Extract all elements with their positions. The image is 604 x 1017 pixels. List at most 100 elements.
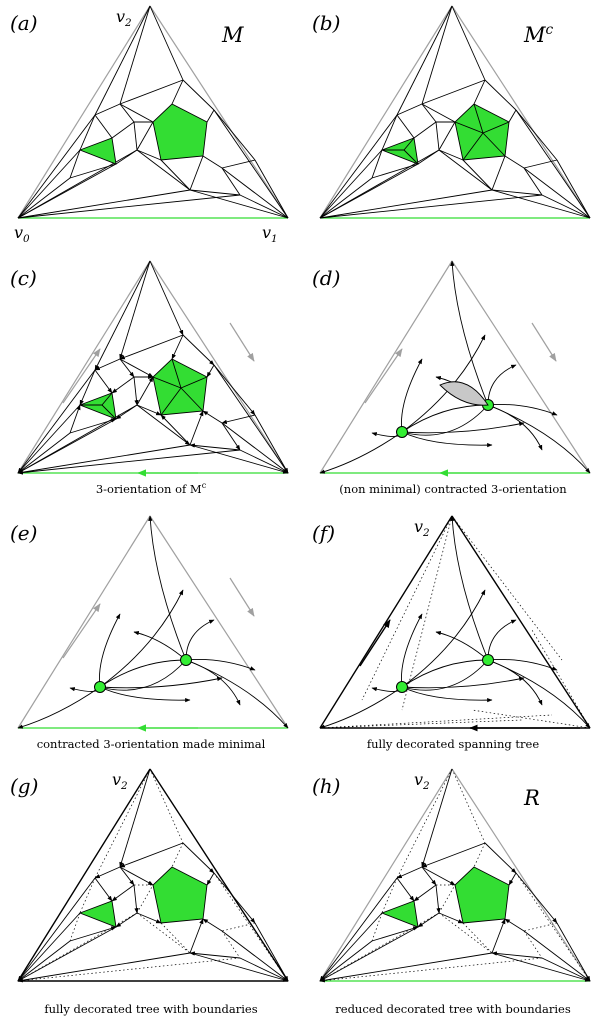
inner-edge: [319, 957, 543, 982]
inner-edge: [491, 952, 591, 982]
panel-tag: (g): [10, 774, 38, 798]
panel-e: (e) contracted 3-orientation made minimal: [10, 515, 289, 751]
inner-edge: [421, 5, 453, 105]
pentagon-spoke: [180, 387, 204, 412]
panel-h: (h) Rv2 reduced decorated tree with bounda…: [312, 768, 591, 1016]
inner-edge: [381, 114, 398, 151]
gray-arrow-left: [364, 348, 403, 404]
panel-caption: fully decorated tree with boundaries: [44, 1002, 257, 1016]
inner-edge: [160, 414, 191, 446]
inner-edge: [462, 159, 493, 191]
inner-edge: [523, 167, 543, 196]
inner-edge: [94, 114, 113, 139]
panel-tag: (f): [312, 521, 335, 545]
inner-edge: [149, 768, 184, 844]
pentagon-spoke: [180, 376, 208, 389]
inner-edge: [189, 410, 204, 446]
inner-edge: [17, 149, 81, 219]
inner-edge: [189, 951, 241, 959]
vertex-label-top: v2: [414, 770, 430, 792]
contracted-edge: [99, 613, 121, 688]
contracted-edge: [401, 358, 423, 433]
contracted-edge: [401, 676, 525, 689]
contracted-edge: [487, 404, 558, 416]
gray-arrow-right: [531, 322, 557, 362]
inner-edge: [171, 842, 184, 868]
contracted-edge: [401, 659, 489, 691]
inner-edge: [523, 930, 591, 982]
inner-edge: [239, 957, 289, 982]
panel-a: (a) Mv2 v0 v1: [10, 5, 289, 245]
pentagon-spoke: [462, 132, 484, 161]
contracted-edge: [319, 686, 403, 729]
panel-title: M: [221, 23, 244, 47]
inner-edge: [417, 912, 440, 928]
contracted-edge: [487, 659, 543, 706]
dotted-edge: [319, 719, 523, 729]
inner-edge: [119, 768, 151, 868]
inner-edge: [136, 149, 191, 191]
inner-edge: [396, 103, 423, 116]
inner-edge: [202, 410, 223, 424]
panel-caption: 3-orientation of Mc: [96, 481, 207, 496]
contracted-edge: [435, 630, 489, 661]
outer-edge-right: [149, 260, 289, 474]
inner-edge: [119, 358, 135, 378]
inner-edge: [319, 177, 373, 219]
contracted-edge: [401, 613, 423, 688]
inner-edge: [136, 376, 154, 406]
gray-arrow-left: [62, 603, 101, 659]
dotted-edge: [361, 515, 453, 701]
inner-edge: [119, 5, 151, 105]
contracted-edge: [487, 659, 558, 671]
inner-edge: [319, 194, 543, 219]
inner-edge: [491, 189, 543, 196]
contracted-edge: [185, 659, 289, 729]
inner-edge: [523, 167, 591, 219]
inner-edge: [473, 842, 486, 868]
panel-tag: (e): [10, 521, 37, 545]
inner-edge: [254, 414, 289, 474]
outer-edge-left: [17, 768, 151, 982]
inner-edge: [221, 167, 289, 219]
inner-edge: [221, 414, 256, 424]
contracted-edge: [99, 686, 191, 703]
inner-edge: [206, 364, 215, 378]
inner-edge: [319, 114, 398, 219]
inner-edge: [504, 918, 525, 932]
contracted-edge: [99, 589, 184, 688]
inner-edge: [133, 121, 138, 151]
outer-edge-right: [149, 768, 289, 982]
inner-edge: [541, 957, 591, 982]
inner-edge: [396, 768, 453, 879]
inner-edge: [119, 358, 154, 378]
contracted-vertex: [396, 426, 408, 438]
outer-edge-right: [451, 260, 591, 474]
inner-edge: [149, 260, 184, 336]
inner-edge: [221, 167, 241, 196]
panel-d: (d) (non minimal) contracted 3-orientatio…: [312, 260, 591, 496]
contracted-edge: [185, 659, 241, 706]
inner-edge: [119, 866, 135, 886]
inner-edge: [189, 952, 289, 982]
inner-edge: [189, 189, 289, 219]
outer-edge-right: [149, 515, 289, 729]
vertex-label-top: v2: [414, 517, 430, 539]
dotted-edge: [471, 709, 591, 729]
contracted-edge: [487, 619, 517, 661]
contracted-edge: [487, 404, 543, 451]
inner-edge: [119, 866, 154, 886]
inner-edge: [421, 768, 453, 868]
inner-edge: [221, 422, 289, 474]
inner-edge: [396, 114, 415, 139]
contracted-edge: [99, 676, 223, 689]
contracted-edge: [319, 431, 403, 474]
inner-edge: [182, 842, 215, 874]
inner-edge: [413, 121, 437, 139]
panel-caption: (non minimal) contracted 3-orientation: [339, 482, 567, 496]
contracted-edge: [17, 686, 101, 729]
vertex-label-left: v0: [14, 223, 30, 245]
inner-edge: [438, 149, 464, 161]
panel-c: (c) 3-orientation of Mc: [10, 260, 289, 496]
inner-edge: [136, 404, 162, 416]
